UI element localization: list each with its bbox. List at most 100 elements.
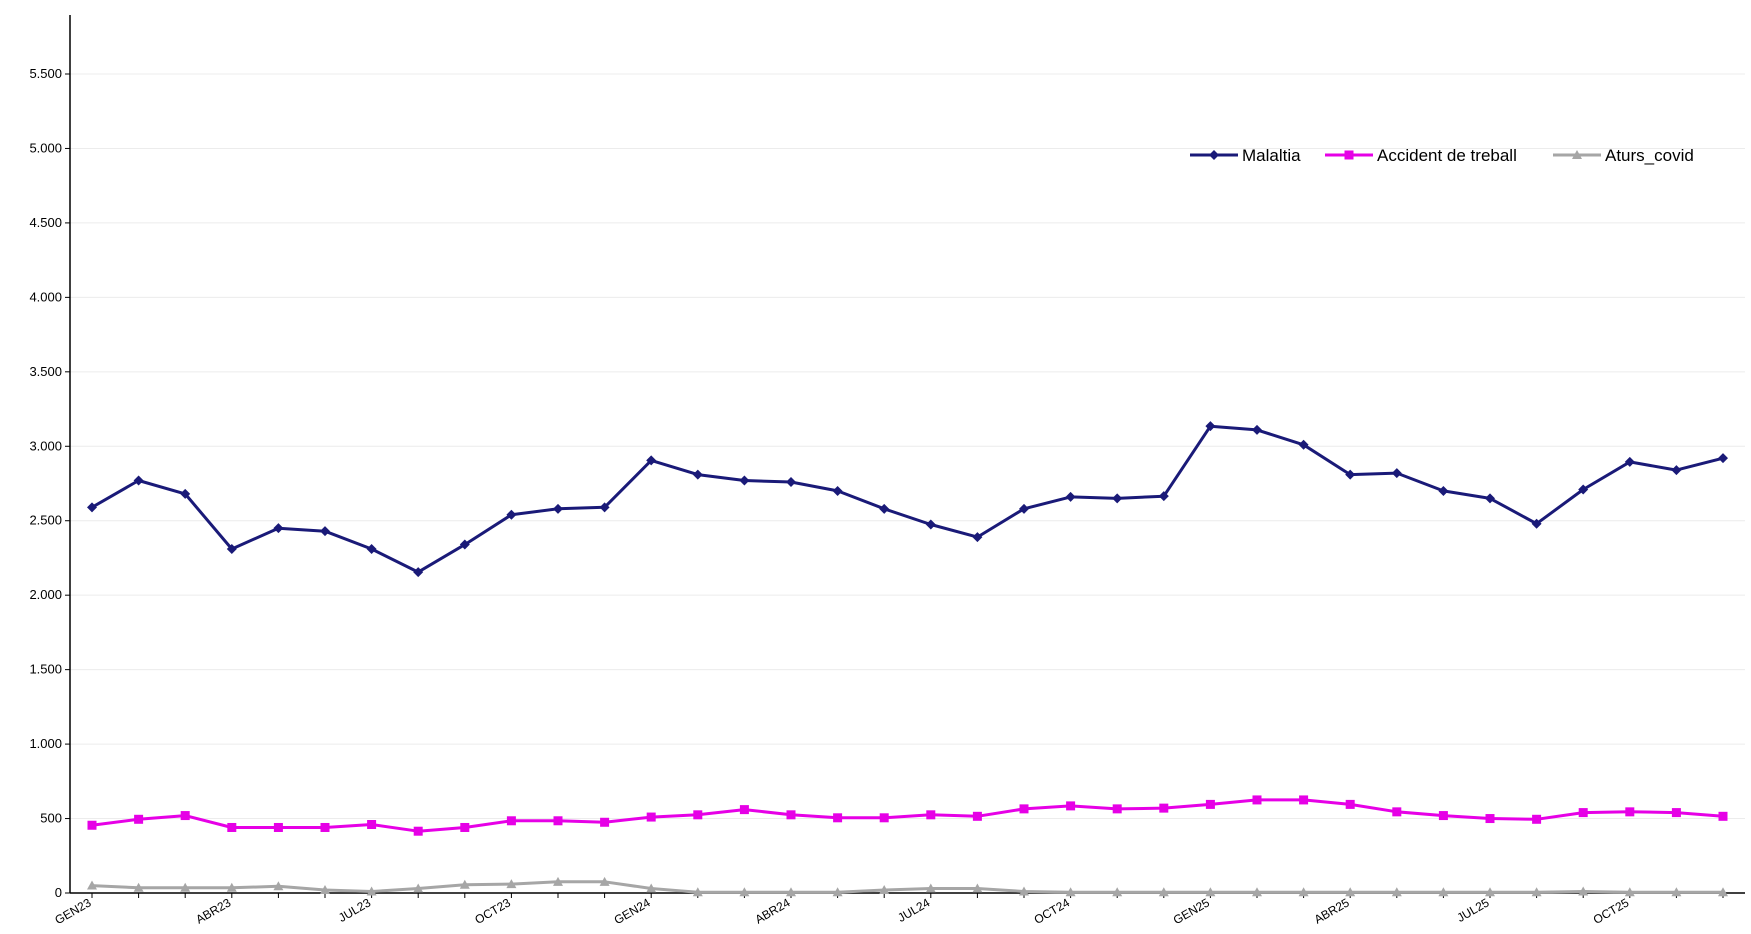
data-point-aturs-covid (180, 882, 191, 892)
data-point-aturs-covid (320, 885, 330, 895)
series-accident-de-treball (87, 795, 1728, 836)
data-point-aturs-covid (1485, 887, 1495, 897)
data-point-malaltia (972, 532, 983, 543)
data-point-aturs-covid (786, 887, 796, 897)
data-point-accident-de-treball (87, 820, 97, 830)
data-point-malaltia (1298, 439, 1309, 450)
x-tick-label: GEN24 (612, 895, 653, 927)
data-point-malaltia (1065, 491, 1076, 502)
data-point-malaltia (1391, 468, 1402, 479)
y-tick-label: 2.500 (29, 513, 62, 528)
data-point-aturs-covid (1065, 887, 1076, 897)
data-point-malaltia (413, 567, 424, 578)
data-point-accident-de-treball (646, 812, 656, 822)
y-tick-label: 1.000 (29, 736, 62, 751)
legend-marker (1572, 150, 1582, 159)
data-point-malaltia (832, 485, 843, 496)
data-point-aturs-covid (1205, 887, 1216, 897)
data-point-aturs-covid (1112, 887, 1123, 897)
data-point-aturs-covid (1624, 887, 1635, 897)
data-point-aturs-covid (1158, 887, 1169, 897)
data-point-aturs-covid (1252, 887, 1262, 897)
data-point-malaltia (320, 526, 330, 537)
data-point-accident-de-treball (553, 816, 563, 826)
series-line-malaltia (91, 424, 1724, 574)
series (87, 421, 1728, 897)
data-point-aturs-covid (1531, 887, 1542, 897)
data-point-malaltia (786, 477, 796, 488)
data-point-accident-de-treball (227, 822, 237, 832)
data-point-malaltia (646, 455, 657, 466)
data-point-accident-de-treball (1205, 799, 1215, 809)
data-point-malaltia (1624, 456, 1635, 467)
y-tick-label: 3.000 (29, 438, 62, 453)
data-point-aturs-covid (1019, 886, 1029, 896)
data-point-malaltia (1345, 469, 1356, 480)
data-point-malaltia (273, 523, 284, 534)
data-point-accident-de-treball (739, 805, 749, 815)
data-point-malaltia (506, 509, 517, 520)
data-point-malaltia (739, 475, 750, 486)
data-point-aturs-covid (1298, 887, 1309, 897)
data-point-accident-de-treball (460, 822, 470, 832)
data-point-aturs-covid (506, 879, 517, 889)
data-point-malaltia (459, 539, 470, 550)
data-point-malaltia (1531, 518, 1542, 529)
series-line-aturs-covid (91, 880, 1723, 894)
data-point-accident-de-treball (320, 822, 330, 832)
data-point-malaltia (133, 475, 144, 486)
data-point-accident-de-treball (972, 811, 982, 821)
y-tick-label: 5.500 (29, 66, 62, 81)
x-tick-label: ABR25 (1312, 895, 1352, 926)
data-point-accident-de-treball (1625, 807, 1635, 817)
data-point-malaltia (879, 503, 890, 514)
legend-marker (1209, 150, 1219, 160)
data-point-accident-de-treball (786, 810, 796, 820)
data-point-aturs-covid (1345, 887, 1356, 897)
data-point-malaltia (925, 519, 936, 530)
y-tick-label: 0 (55, 885, 62, 900)
legend-item-aturs-covid: Aturs_covid (1553, 146, 1694, 165)
data-point-accident-de-treball (1532, 814, 1542, 824)
data-point-accident-de-treball (1578, 808, 1588, 818)
y-tick-label: 1.500 (29, 662, 62, 677)
data-point-aturs-covid (692, 887, 703, 897)
legend-item-malaltia: Malaltia (1190, 146, 1301, 165)
series-aturs-covid (87, 876, 1728, 897)
data-point-accident-de-treball (879, 813, 889, 823)
x-tick-label: JUL23 (336, 895, 373, 925)
data-point-accident-de-treball (1345, 799, 1355, 809)
series-malaltia (87, 421, 1728, 578)
data-point-aturs-covid (87, 880, 97, 890)
data-point-malaltia (1438, 485, 1449, 496)
x-tick-label: ABR24 (753, 895, 793, 926)
data-point-aturs-covid (646, 883, 657, 893)
data-point-malaltia (1485, 493, 1495, 504)
data-point-aturs-covid (599, 876, 610, 886)
data-point-accident-de-treball (1112, 804, 1122, 814)
data-point-accident-de-treball (1438, 811, 1448, 821)
y-tick-label: 3.500 (29, 364, 62, 379)
series-line-accident-de-treball (91, 798, 1724, 833)
y-tick-label: 4.000 (29, 289, 62, 304)
data-point-aturs-covid (832, 887, 843, 897)
data-point-accident-de-treball (506, 816, 516, 826)
x-tick-label: OCT23 (472, 895, 513, 927)
data-point-accident-de-treball (1252, 795, 1262, 805)
data-point-malaltia (553, 503, 563, 514)
data-point-aturs-covid (273, 881, 284, 891)
data-point-accident-de-treball (413, 826, 423, 836)
data-point-malaltia (599, 502, 610, 513)
data-point-malaltia (87, 502, 97, 513)
data-point-aturs-covid (133, 882, 144, 892)
legend-label: Malaltia (1242, 146, 1301, 165)
x-tick-label: JUL25 (1454, 895, 1491, 925)
data-point-malaltia (1718, 453, 1728, 464)
data-point-accident-de-treball (833, 813, 843, 823)
data-point-aturs-covid (972, 883, 983, 893)
data-point-malaltia (1205, 421, 1216, 432)
x-axis-ticks: GEN23 ABR23 JUL23 OCT23 GEN24 ABR24 JUL24 OCT24… (52, 893, 1724, 927)
data-point-aturs-covid (1438, 887, 1449, 897)
x-tick-label: OCT25 (1591, 895, 1632, 927)
